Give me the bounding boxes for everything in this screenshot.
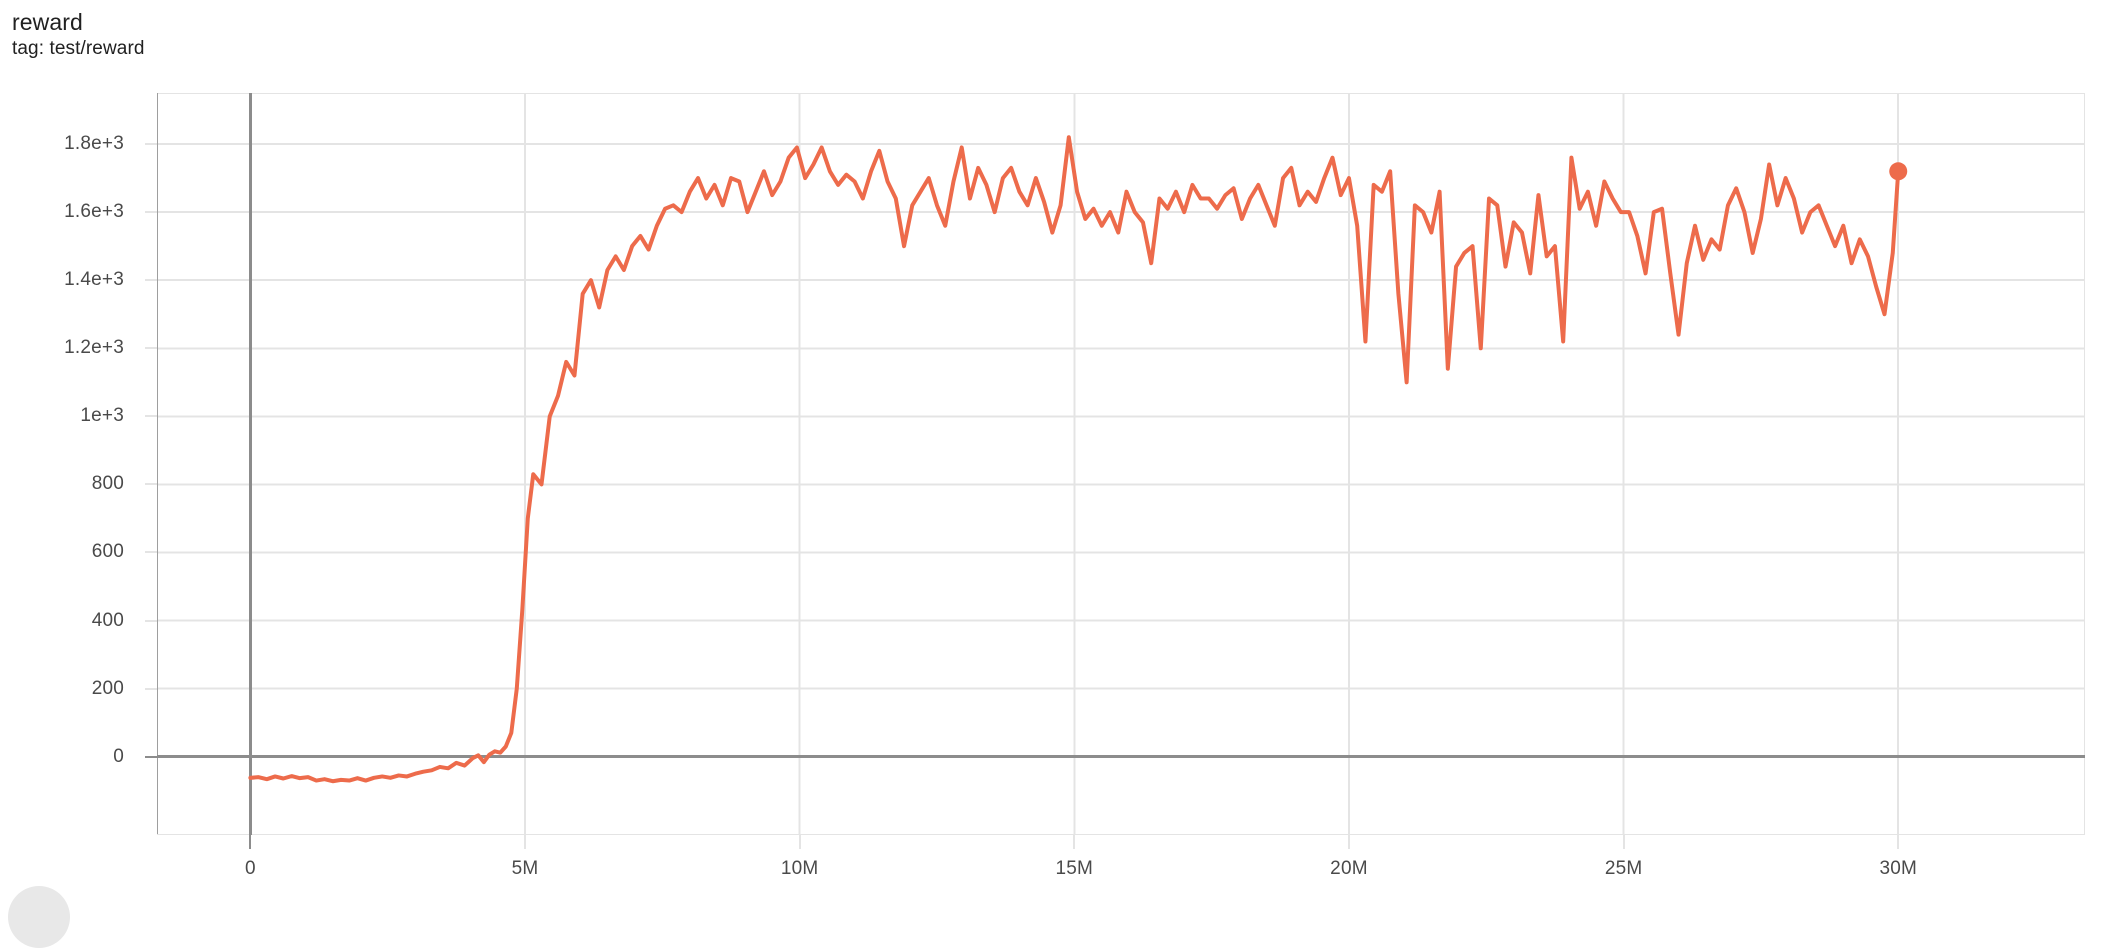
line-chart-svg[interactable] [157,93,2085,835]
y-tick-mark [145,415,157,418]
x-tick-label: 0 [244,858,256,879]
y-axis-tick-labels: 0 200 400 600 800 1e+3 1.2e+3 1.4e+3 1.6e+3 1.8e+… [0,0,157,900]
y-tick-label: 1.2e+3 [64,337,124,359]
x-tick-label: 25M [1604,858,1643,879]
series-layer [248,135,1908,784]
y-tick-label: 200 [91,677,124,699]
y-tick-label: 1.8e+3 [64,133,124,155]
chart-header: reward tag: test/reward [12,8,145,61]
page-title: reward [12,9,83,35]
x-tick-label: 10M [780,858,819,879]
x-tick-label: 20M [1330,858,1368,879]
x-tick-label: 15M [1055,858,1094,879]
x-tick-label: 30M [1879,858,1918,879]
y-tick-mark [145,347,157,350]
y-tick-mark [145,687,157,690]
x-tick-mark [798,835,801,849]
endpoint-marker[interactable] [1889,162,1908,181]
series-line-0 [248,135,1901,784]
chart-tag-subtitle: tag: test/reward [12,38,145,59]
y-tick-mark [145,551,157,554]
y-tick-mark [145,279,157,282]
x-tick-mark [249,835,252,849]
x-tick-label: 5M [511,858,539,879]
y-tick-label: 1e+3 [80,405,124,427]
y-tick-label: 400 [91,609,124,631]
y-tick-label: 600 [91,541,124,563]
y-tick-label: 800 [91,473,124,495]
y-tick-label: 0 [113,745,124,767]
x-tick-mark [1897,835,1900,849]
y-tick-mark [145,755,157,758]
y-tick-label: 1.6e+3 [64,201,124,223]
x-tick-mark [1622,835,1625,849]
x-axis-tick-labels: 0 5M 10M 15M 20M 25M 30M [244,835,1918,879]
corner-decoration [8,886,70,948]
y-tick-label: 1.4e+3 [64,269,124,291]
plot-area[interactable] [157,93,2085,835]
y-tick-mark [145,619,157,622]
y-tick-mark [145,483,157,486]
x-tick-mark [1347,835,1350,849]
x-tick-mark [524,835,527,849]
y-tick-mark [145,211,157,214]
x-tick-mark [1073,835,1076,849]
y-tick-mark [145,143,157,146]
